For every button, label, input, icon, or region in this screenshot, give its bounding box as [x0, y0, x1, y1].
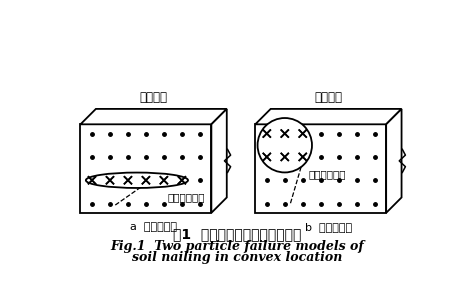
Polygon shape [80, 124, 212, 213]
Text: 基坑阳角: 基坑阳角 [140, 91, 168, 104]
Polygon shape [80, 109, 227, 124]
Text: 土钉失效范围: 土钉失效范围 [168, 193, 205, 203]
Text: a  失效模式一: a 失效模式一 [130, 222, 177, 232]
Polygon shape [212, 109, 227, 213]
Text: b  失效模式二: b 失效模式二 [305, 222, 352, 232]
Circle shape [258, 118, 312, 173]
Polygon shape [255, 109, 401, 124]
Text: 基坑阳角: 基坑阳角 [315, 91, 342, 104]
Ellipse shape [86, 173, 188, 188]
Text: Fig.1  Two particle failure models of: Fig.1 Two particle failure models of [110, 240, 364, 253]
Polygon shape [386, 109, 401, 213]
Text: 图1  两种阳角土钉局部失效模式: 图1 两种阳角土钉局部失效模式 [173, 227, 301, 241]
Text: soil nailing in convex location: soil nailing in convex location [132, 251, 342, 264]
Text: 土钉失效范围: 土钉失效范围 [309, 169, 346, 179]
Polygon shape [255, 124, 386, 213]
